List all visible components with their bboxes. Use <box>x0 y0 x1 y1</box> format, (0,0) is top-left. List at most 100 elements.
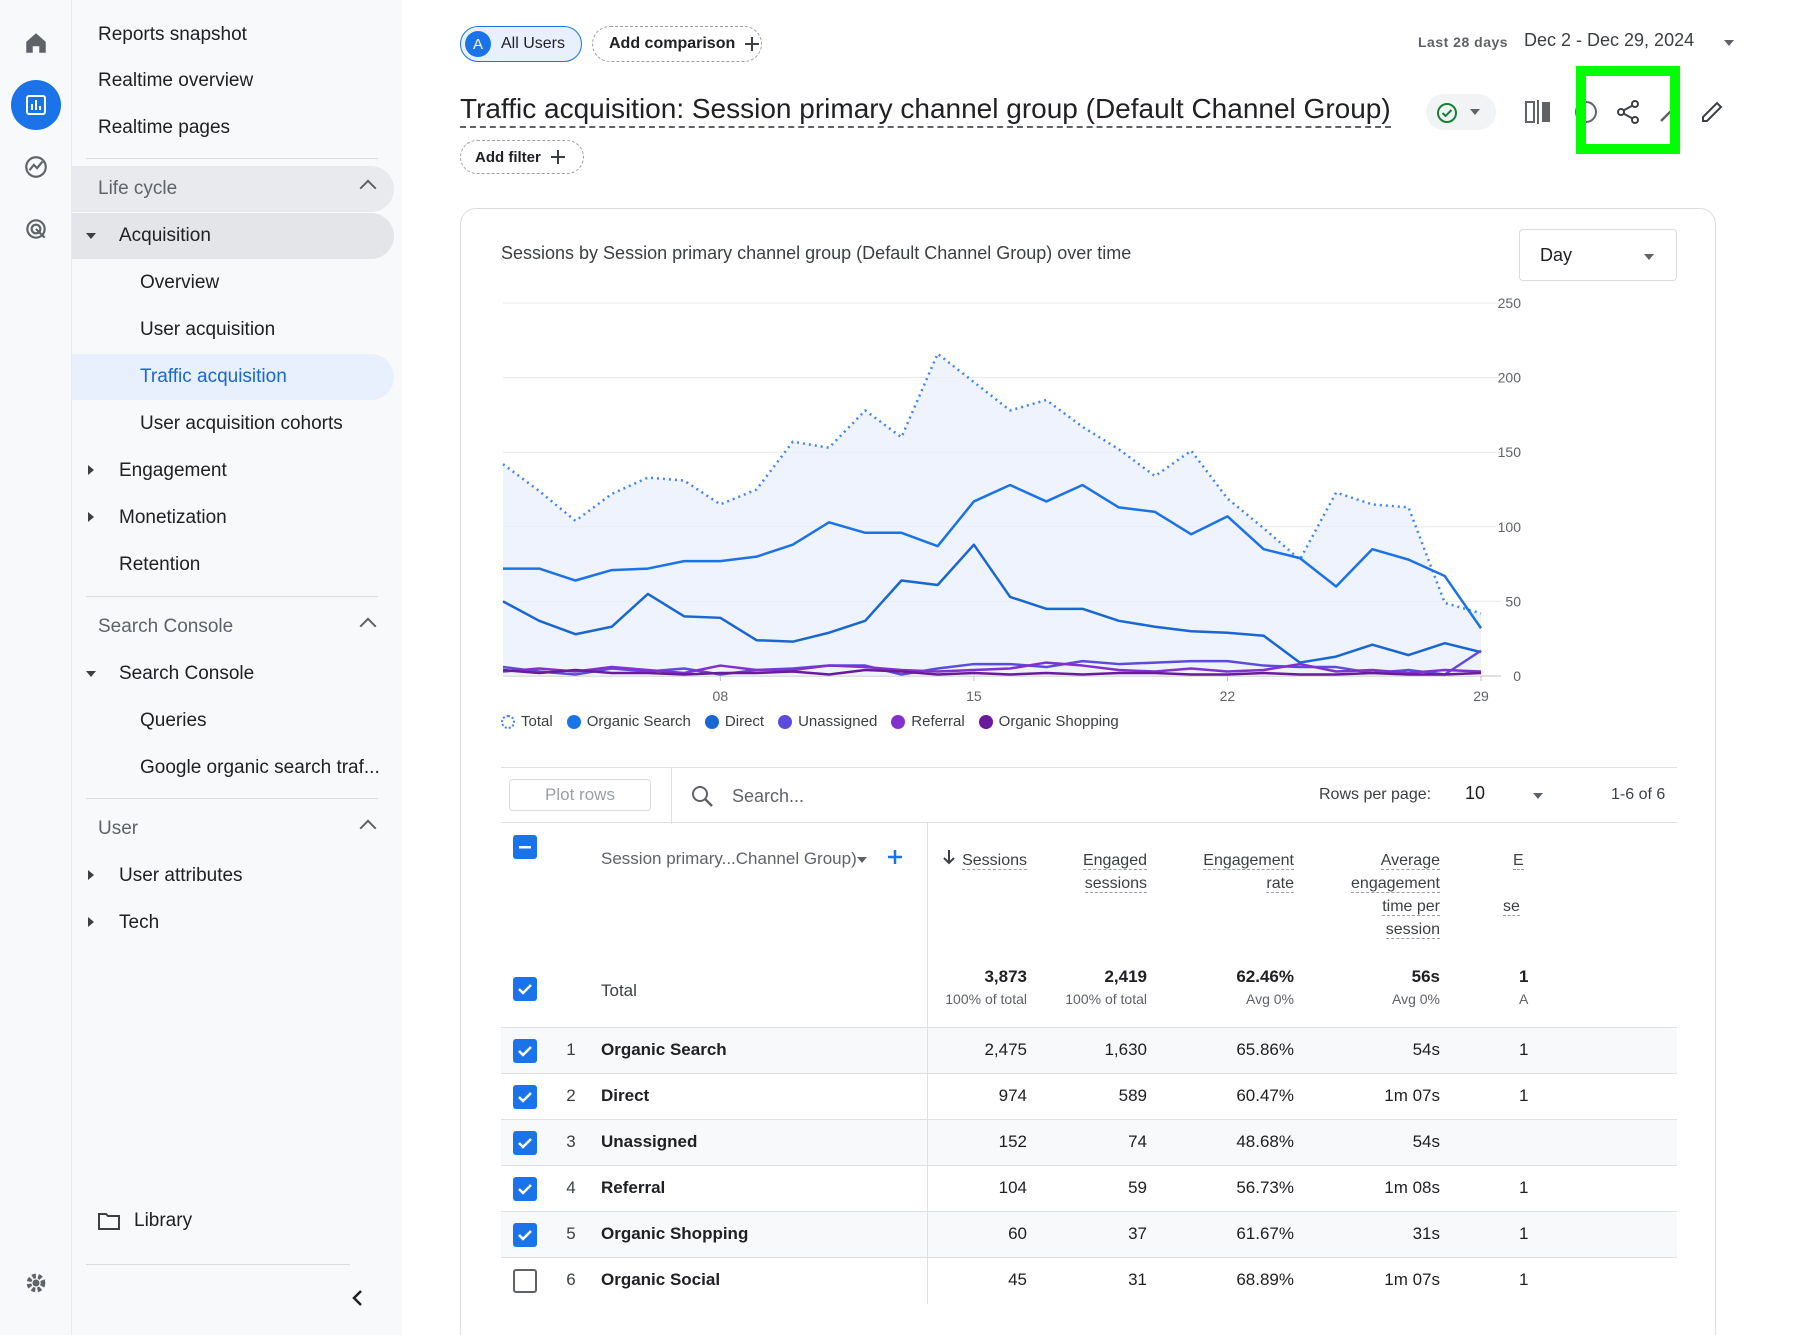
series-line-organic-shopping <box>502 668 1482 676</box>
nav-tech[interactable]: Tech <box>72 900 159 946</box>
nav-section-search-console[interactable]: Search Console <box>72 604 394 650</box>
table-search[interactable]: Search... <box>671 768 1211 824</box>
chevron-up-icon <box>359 819 377 837</box>
table-row: 4 Referral 104 59 56.73% 1m 08s 1 <box>501 1165 1677 1212</box>
reports-icon[interactable] <box>11 80 61 130</box>
settings-icon[interactable] <box>11 1258 61 1308</box>
x-tick-label: 15 <box>966 688 982 701</box>
nav-overview[interactable]: Overview <box>72 260 219 306</box>
nav-label: Retention <box>119 554 201 575</box>
y-tick-label: 200 <box>1498 370 1522 386</box>
row-checkbox[interactable] <box>513 1039 537 1063</box>
home-icon[interactable] <box>11 18 61 68</box>
report-status-chip[interactable] <box>1426 94 1496 130</box>
nav-label: Realtime pages <box>98 117 231 138</box>
granularity-select[interactable]: Day <box>1519 229 1677 281</box>
nav-google-organic-search[interactable]: Google organic search traf... <box>72 745 380 791</box>
share-icon[interactable] <box>1608 92 1648 132</box>
nav-label: Acquisition <box>119 225 211 246</box>
nav-reports-snapshot[interactable]: Reports snapshot <box>72 12 247 58</box>
collapse-nav-icon[interactable] <box>348 1288 368 1308</box>
row-rate: 61.67% <box>1236 1224 1294 1243</box>
share-highlight-box <box>1576 66 1680 154</box>
nav-section-user[interactable]: User <box>72 806 394 852</box>
nav-library[interactable]: Library <box>72 1198 192 1244</box>
legend-swatch <box>566 714 581 729</box>
add-dimension-icon[interactable] <box>887 849 903 865</box>
caret-right-icon <box>88 870 94 880</box>
plus-icon <box>550 150 565 164</box>
select-all-checkbox[interactable] <box>513 835 537 859</box>
chevron-down-icon[interactable] <box>857 857 867 863</box>
edit-icon[interactable] <box>1692 92 1732 132</box>
avg-engagement-time-column-header[interactable]: Average engagement time per session <box>1351 849 1440 941</box>
add-comparison-button[interactable]: Add comparison <box>592 26 762 62</box>
compare-icon[interactable] <box>1518 92 1558 132</box>
row-sessions: 60 <box>1008 1224 1027 1243</box>
row-sessions: 152 <box>998 1132 1027 1151</box>
nav-monetization[interactable]: Monetization <box>72 495 227 541</box>
row-checkbox[interactable] <box>513 1177 537 1201</box>
total-ev-sub: A <box>1519 991 1529 1007</box>
header-label: Sessions <box>962 852 1027 870</box>
nav-search-console[interactable]: Search Console <box>72 651 254 697</box>
explore-icon[interactable] <box>11 142 61 192</box>
advertising-icon[interactable] <box>11 204 61 254</box>
row-checkbox[interactable] <box>513 1131 537 1155</box>
header-label: Engaged <box>1082 852 1147 870</box>
nav-section-life-cycle[interactable]: Life cycle <box>72 166 394 212</box>
nav-user-attributes[interactable]: User attributes <box>72 853 243 899</box>
nav-engagement[interactable]: Engagement <box>72 448 227 494</box>
legend-item[interactable]: Referral <box>891 713 965 730</box>
total-label: Total <box>601 981 637 1000</box>
legend-item[interactable]: Unassigned <box>778 713 877 730</box>
nav-user-acquisition-cohorts[interactable]: User acquisition cohorts <box>72 401 343 447</box>
caret-right-icon <box>88 917 94 927</box>
nav-traffic-acquisition[interactable]: Traffic acquisition <box>72 354 394 400</box>
total-checkbox[interactable] <box>513 977 537 1001</box>
total-sessions: 3,873 <box>984 967 1027 986</box>
row-checkbox[interactable] <box>513 1269 537 1293</box>
chevron-up-icon <box>359 179 377 197</box>
column-divider <box>927 1028 928 1074</box>
series-line-total <box>502 352 1482 615</box>
nav-realtime-pages[interactable]: Realtime pages <box>72 105 230 151</box>
header-label: engagement <box>1351 875 1440 893</box>
legend-item[interactable]: Organic Search <box>566 713 691 730</box>
engaged-sessions-column-header[interactable]: Engaged sessions <box>1082 849 1147 895</box>
nav-retention[interactable]: Retention <box>72 542 200 588</box>
nav-realtime-overview[interactable]: Realtime overview <box>72 58 253 104</box>
nav-acquisition[interactable]: Acquisition <box>72 213 394 259</box>
legend-label: Referral <box>911 713 965 730</box>
add-filter-button[interactable]: Add filter <box>460 140 584 174</box>
search-icon <box>692 786 713 807</box>
legend-item[interactable]: Organic Shopping <box>978 713 1119 730</box>
chip-label: All Users <box>501 35 566 52</box>
row-checkbox[interactable] <box>513 1085 537 1109</box>
nav-label: Realtime overview <box>98 70 254 91</box>
date-range-picker[interactable]: Dec 2 - Dec 29, 2024 <box>1524 30 1695 50</box>
page-title: Traffic acquisition: Session primary cha… <box>460 92 1391 128</box>
row-checkbox[interactable] <box>513 1223 537 1247</box>
legend-item[interactable]: Direct <box>704 713 764 730</box>
date-dropdown-icon[interactable] <box>1724 40 1734 46</box>
sort-down-icon <box>943 850 955 865</box>
legend-item[interactable]: Total <box>501 713 553 730</box>
column-divider <box>927 1212 928 1258</box>
engagement-rate-column-header[interactable]: Engagement rate <box>1203 849 1294 895</box>
chevron-down-icon[interactable] <box>1533 793 1543 799</box>
rows-per-page-select[interactable]: 10 <box>1465 783 1486 803</box>
row-rate: 48.68% <box>1236 1132 1294 1151</box>
header-label: Average <box>1380 852 1440 870</box>
dimension-header[interactable]: Session primary...Channel Group) <box>601 849 857 869</box>
nav-queries[interactable]: Queries <box>72 698 207 744</box>
all-users-chip[interactable]: A All Users <box>460 26 582 62</box>
row-engaged: 59 <box>1128 1178 1147 1197</box>
row-channel: Referral <box>601 1178 666 1197</box>
column-divider <box>927 823 928 955</box>
nav-user-acquisition[interactable]: User acquisition <box>72 307 275 353</box>
plot-rows-button[interactable]: Plot rows <box>509 779 651 811</box>
sessions-column-header[interactable]: Sessions <box>942 849 1027 872</box>
nav-label: User acquisition cohorts <box>140 413 343 434</box>
